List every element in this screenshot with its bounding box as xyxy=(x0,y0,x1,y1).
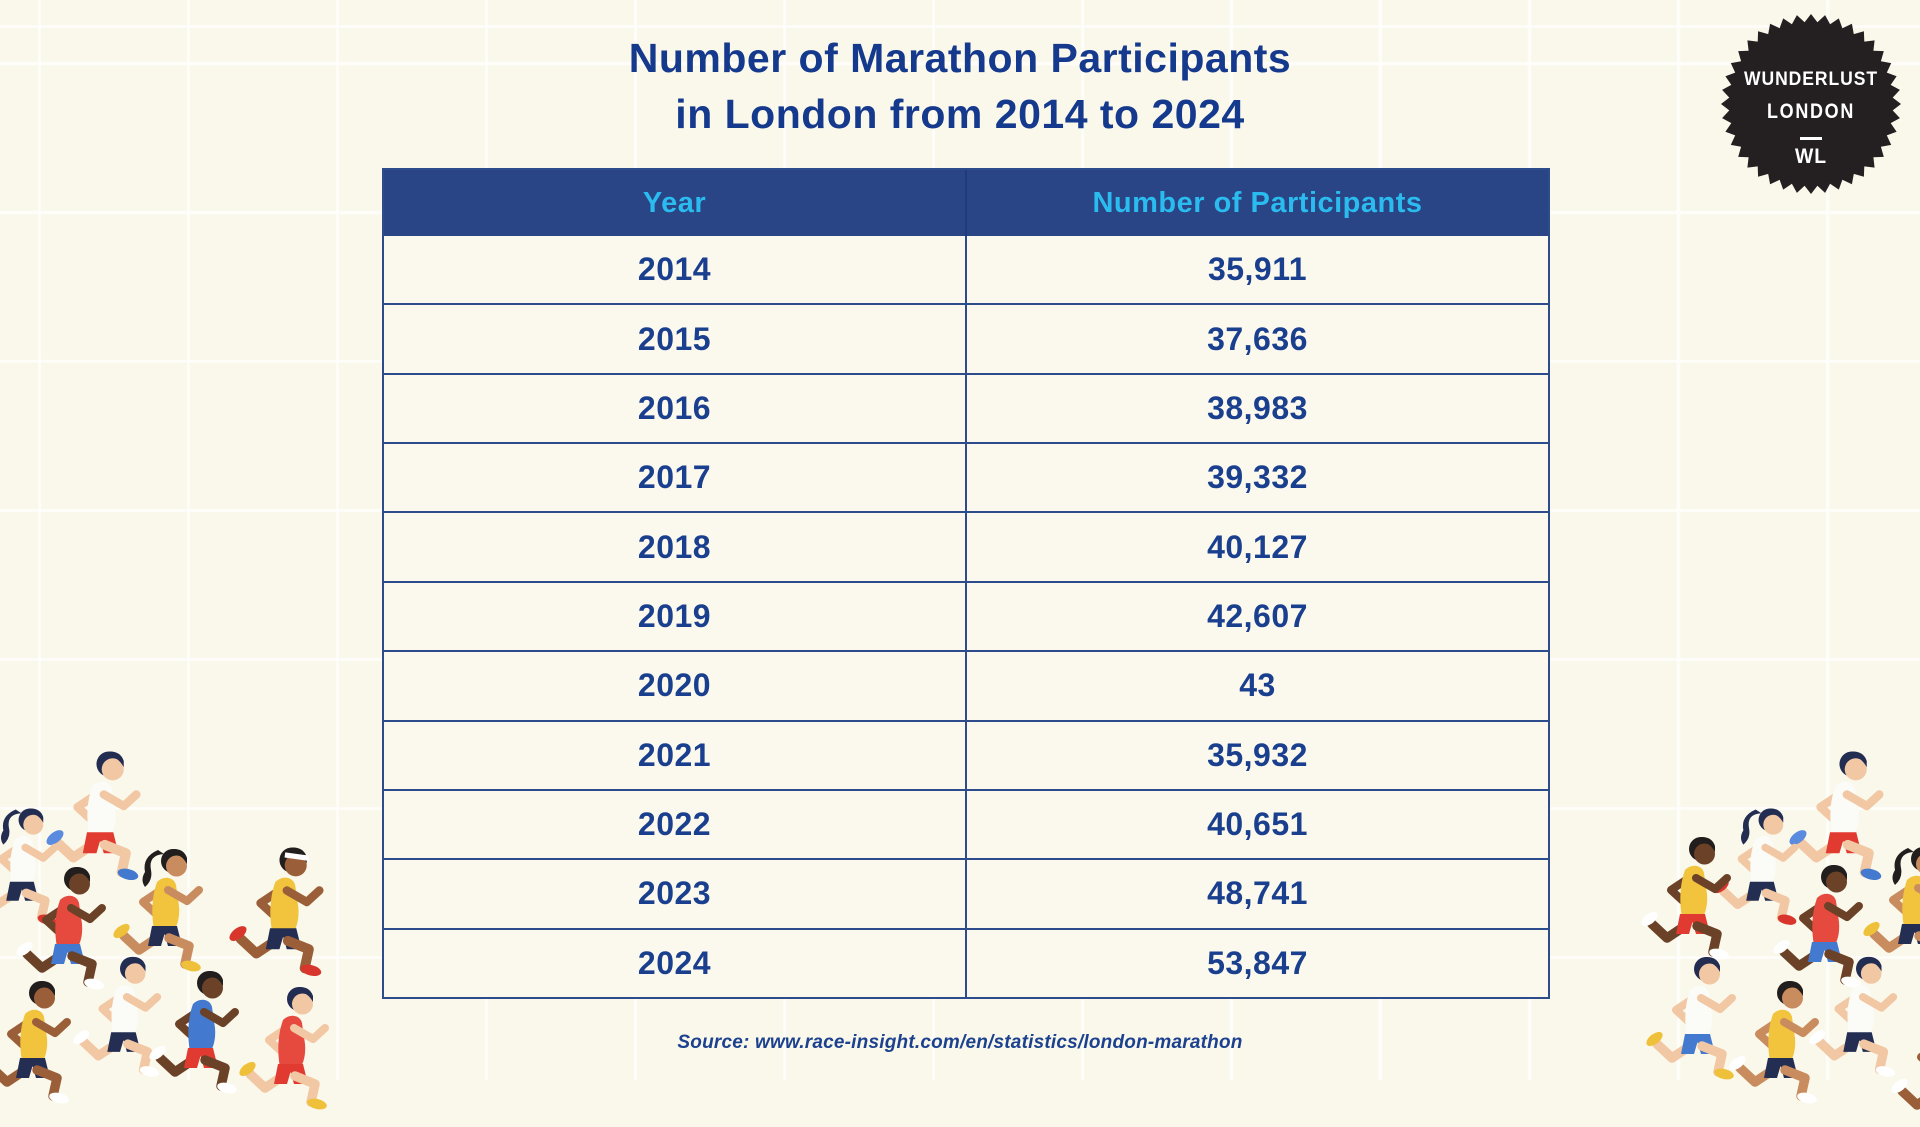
runner-figure xyxy=(1645,948,1745,1080)
runner-figure xyxy=(0,800,67,925)
runner-figure xyxy=(1862,838,1920,970)
year-cell: 2015 xyxy=(384,305,967,372)
runner-figure xyxy=(112,840,212,972)
year-cell: 2024 xyxy=(384,930,967,997)
badge-text-wl: WL xyxy=(1795,145,1827,168)
participants-cell: 37,636 xyxy=(967,305,1548,372)
year-cell: 2020 xyxy=(384,652,967,719)
runner-figure xyxy=(228,838,333,977)
runner-figure xyxy=(1788,742,1893,881)
runner-figure xyxy=(1772,856,1872,988)
badge-divider-line xyxy=(1800,137,1822,140)
runner-figure xyxy=(148,962,248,1094)
participants-cell: 40,651 xyxy=(967,791,1548,858)
participants-cell: 35,932 xyxy=(967,722,1548,789)
runner-figure xyxy=(45,742,150,881)
runner-figure xyxy=(1712,800,1807,925)
participants-cell: 39,332 xyxy=(967,444,1548,511)
participants-cell: 48,741 xyxy=(967,860,1548,927)
participants-cell: 40,127 xyxy=(967,513,1548,580)
col-header-year: Year xyxy=(384,170,967,236)
year-cell: 2023 xyxy=(384,860,967,927)
runner-figure xyxy=(1640,828,1740,960)
source-citation: Source: www.race-insight.com/en/statisti… xyxy=(0,1032,1920,1054)
year-cell: 2016 xyxy=(384,375,967,442)
runner-figure xyxy=(72,948,170,1077)
participants-cell: 42,607 xyxy=(967,583,1548,650)
year-cell: 2014 xyxy=(384,236,967,303)
badge-text-london: LONDON xyxy=(1767,100,1855,123)
participants-cell: 43 xyxy=(967,652,1548,719)
year-cell: 2019 xyxy=(384,583,967,650)
year-cell: 2022 xyxy=(384,791,967,858)
runner-figure xyxy=(15,858,115,990)
year-cell: 2021 xyxy=(384,722,967,789)
participants-cell: 53,847 xyxy=(967,930,1548,997)
runner-figure xyxy=(1808,948,1906,1077)
participants-cell: 38,983 xyxy=(967,375,1548,442)
table-header-row: Year Number of Participants xyxy=(384,170,1548,236)
title-line2: in London from 2014 to 2024 xyxy=(675,91,1244,137)
wunderlust-london-badge: WUNDERLUST LONDON WL xyxy=(1713,6,1909,202)
year-cell: 2018 xyxy=(384,513,967,580)
page-title: Number of Marathon Participants in London… xyxy=(0,30,1920,142)
badge-text-wunderlust: WUNDERLUST xyxy=(1744,69,1878,90)
participants-cell: 35,911 xyxy=(967,236,1548,303)
title-line1: Number of Marathon Participants xyxy=(629,35,1291,81)
runner-figure xyxy=(1890,995,1920,1127)
col-header-participants: Number of Participants xyxy=(967,170,1548,236)
year-cell: 2017 xyxy=(384,444,967,511)
